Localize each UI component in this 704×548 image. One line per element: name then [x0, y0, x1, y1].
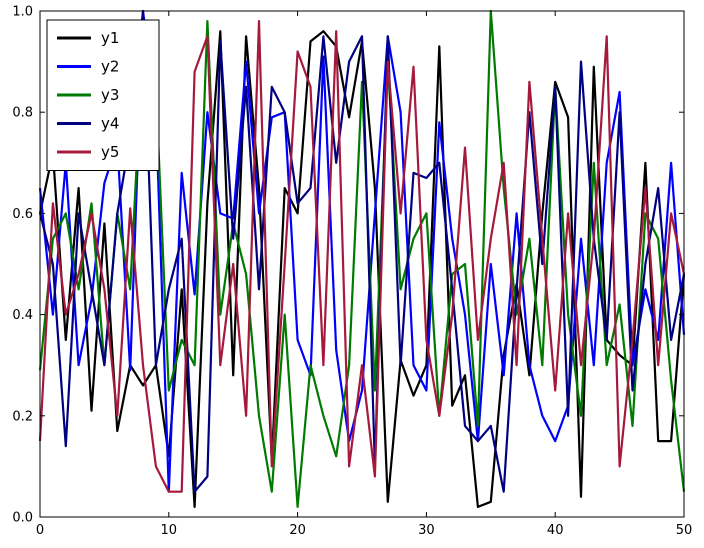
y-axis-tick-label: 0.0 [12, 511, 33, 526]
y-axis-tick-label: 0.8 [12, 106, 33, 121]
legend-label-y3: y3 [101, 86, 119, 104]
x-axis-tick-label: 40 [547, 523, 564, 538]
series-line-y5 [38, 20, 686, 493]
x-axis-tick-label: 0 [36, 523, 44, 538]
x-axis-tick-label: 20 [289, 523, 306, 538]
x-axis-tick-label: 30 [418, 523, 435, 538]
y-axis-tick-label: 0.6 [12, 207, 33, 222]
axes-frame [39, 10, 685, 518]
legend-label-y1: y1 [101, 29, 119, 47]
x-axis-tick-label: 10 [161, 523, 178, 538]
y-axis-tick-label: 1.0 [12, 5, 33, 20]
legend-label-y2: y2 [101, 58, 119, 76]
legend-label-y5: y5 [101, 143, 119, 161]
legend-label-y4: y4 [101, 115, 119, 133]
y-axis-tick-label: 0.4 [12, 308, 33, 323]
y-axis-tick-label: 0.2 [12, 409, 33, 424]
x-axis-tick-label: 50 [676, 523, 693, 538]
